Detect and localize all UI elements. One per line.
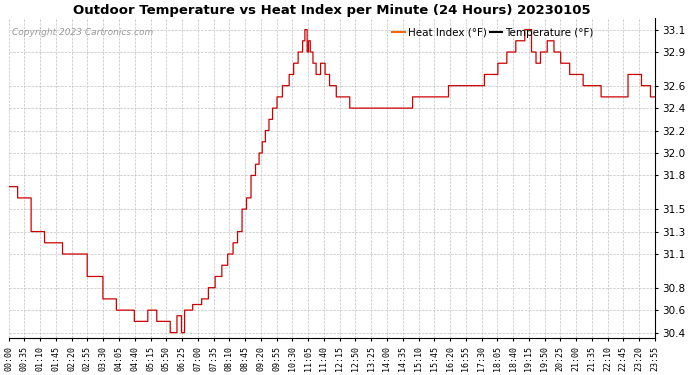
Legend: Heat Index (°F), Temperature (°F): Heat Index (°F), Temperature (°F) [388,24,598,42]
Text: Copyright 2023 Cartronics.com: Copyright 2023 Cartronics.com [12,28,153,37]
Title: Outdoor Temperature vs Heat Index per Minute (24 Hours) 20230105: Outdoor Temperature vs Heat Index per Mi… [73,4,591,17]
